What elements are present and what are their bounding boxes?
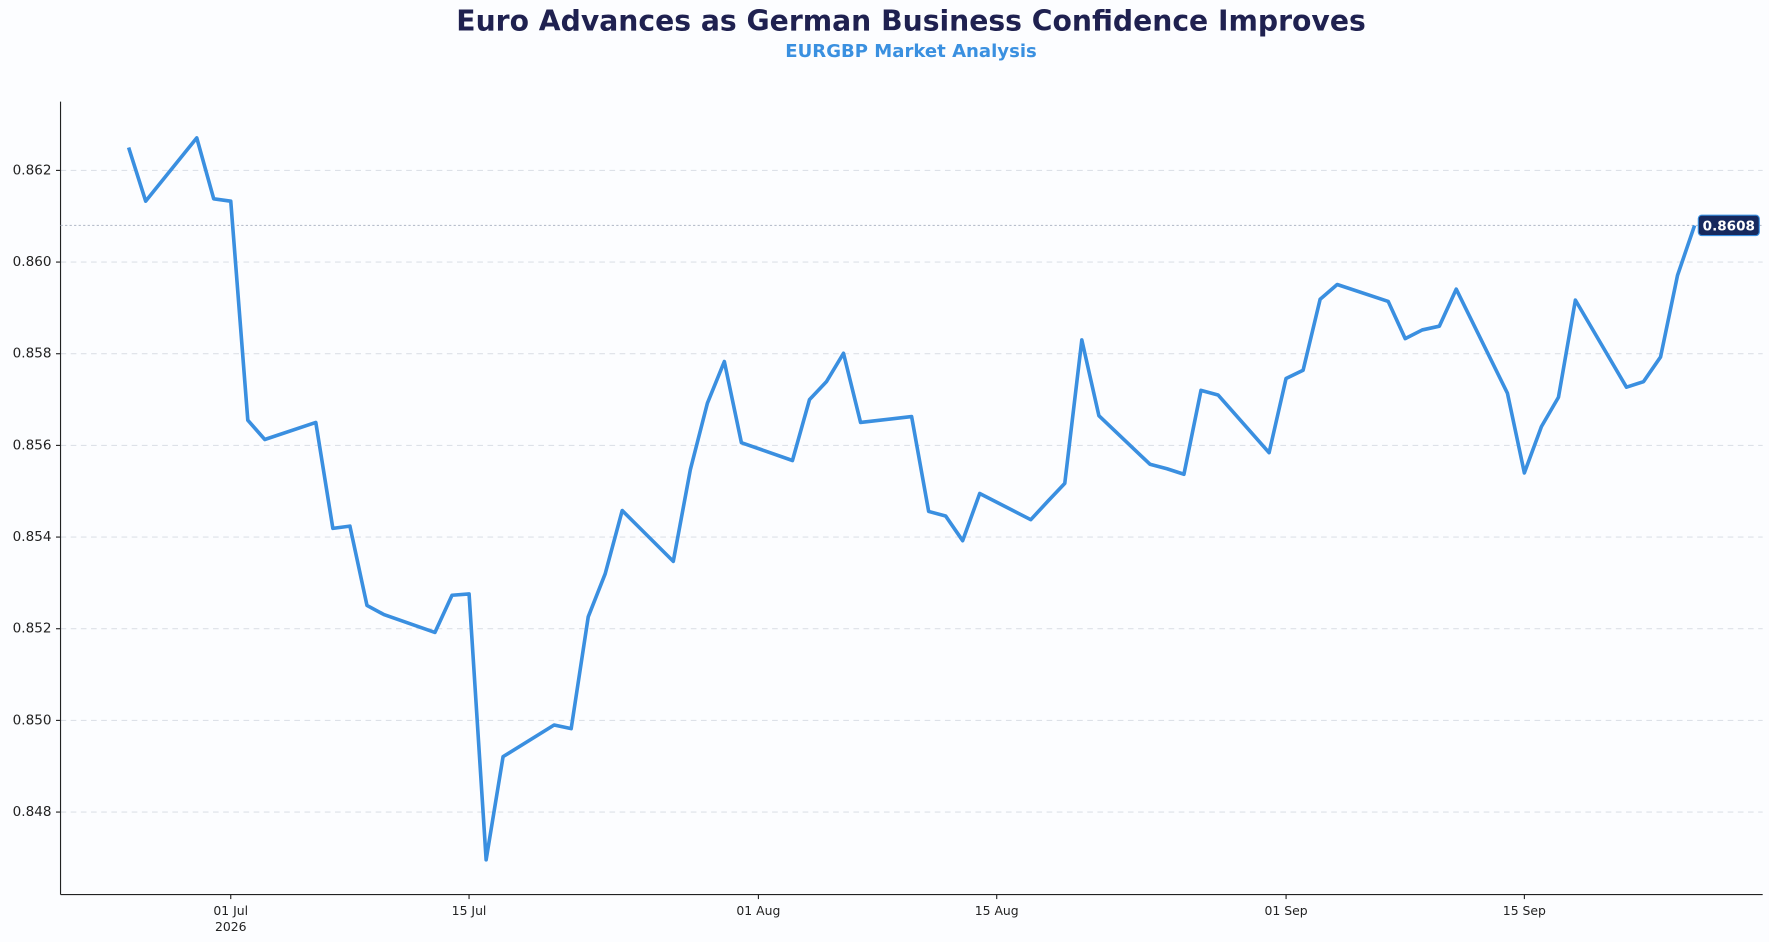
y-tick-label: 0.848 <box>13 804 52 820</box>
y-tick-label: 0.850 <box>13 712 52 728</box>
y-tick-label: 0.858 <box>13 346 52 362</box>
chart-title: Euro Advances as German Business Confide… <box>456 5 1365 38</box>
y-tick-label: 0.862 <box>13 162 52 178</box>
chart-subtitle: EURGBP Market Analysis <box>785 41 1037 62</box>
x-tick-label: 01 Jul <box>213 903 248 918</box>
price-line <box>126 136 1697 862</box>
y-tick-label: 0.852 <box>13 621 52 637</box>
y-tick-label: 0.860 <box>13 254 52 270</box>
x-tick-label: 15 Jul <box>452 903 487 918</box>
x-tick-label: 15 Sep <box>1503 903 1546 918</box>
y-tick-label: 0.854 <box>13 529 52 545</box>
x-tick-label: 15 Aug <box>975 903 1019 918</box>
y-tick-label: 0.856 <box>13 437 52 453</box>
x-tick-label: 01 Sep <box>1265 903 1308 918</box>
x-tick-label: 01 Aug <box>736 903 780 918</box>
last-value-box <box>1697 214 1760 237</box>
last-value-label: 0.8608 <box>1703 219 1755 235</box>
x-tick-sublabel: 2026 <box>215 919 247 934</box>
